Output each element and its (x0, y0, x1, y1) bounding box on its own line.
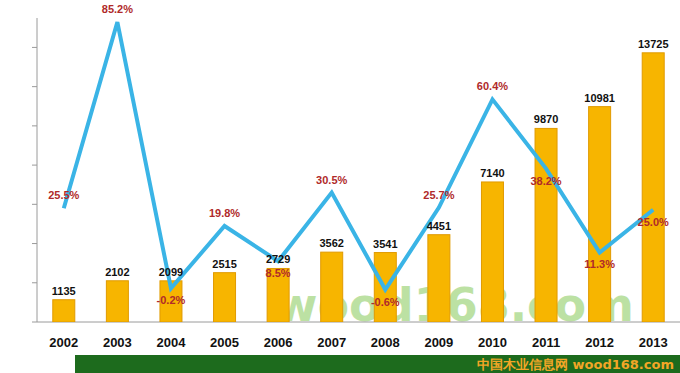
data-labels: 1135 2102 2099 2515 2729 3562 3541 4451 7140 9870… (48, 3, 669, 308)
growth-line (64, 22, 653, 290)
growth-label: -0.6% (371, 296, 400, 308)
x-tick-label: 2011 (532, 335, 560, 350)
growth-label: 60.4% (477, 80, 508, 92)
y-tick (32, 47, 37, 48)
bar-label: 4451 (427, 220, 451, 232)
x-tick-label: 2010 (478, 335, 507, 350)
y-axis-line (37, 18, 38, 322)
y-tick (32, 165, 37, 166)
footer-strip (75, 355, 680, 373)
chart-svg: wood168.com20022003200420052006200720082… (0, 0, 680, 373)
bar-label: 9870 (534, 113, 558, 125)
x-tick-label: 2003 (103, 335, 132, 350)
bar-label: 3562 (319, 237, 343, 249)
growth-label: -0.2% (157, 294, 186, 306)
growth-label: 25.7% (423, 189, 454, 201)
x-tick-label: 2008 (371, 335, 400, 350)
growth-label: 8.5% (266, 267, 291, 279)
bar (642, 53, 664, 322)
bar (321, 252, 343, 322)
growth-label: 85.2% (102, 3, 133, 15)
bar-label: 1135 (52, 285, 76, 297)
plot-marks (53, 22, 664, 322)
x-tick-label: 2004 (156, 335, 186, 350)
y-tick (32, 204, 37, 205)
y-tick (32, 86, 37, 87)
bar-label: 2515 (212, 258, 236, 270)
y-tick (32, 243, 37, 244)
growth-label: 38.2% (530, 175, 561, 187)
y-tick (32, 282, 37, 283)
x-tick-label: 2013 (639, 335, 668, 350)
bar-label: 3541 (373, 238, 397, 250)
x-tick-label: 2002 (49, 335, 78, 350)
x-tick-label: 2012 (585, 335, 614, 350)
growth-label: 25.0% (638, 216, 669, 228)
x-tick-label: 2007 (317, 335, 346, 350)
x-tick-label: 2009 (424, 335, 453, 350)
bar-label: 2099 (159, 266, 183, 278)
y-tick (32, 125, 37, 126)
bar-label: 10981 (584, 92, 615, 104)
bar (214, 273, 236, 322)
footer-text: 中国木业信息网 wood168.com (477, 357, 674, 372)
growth-label: 30.5% (316, 174, 347, 186)
bar (106, 281, 128, 322)
x-axis-line (37, 322, 680, 323)
growth-label: 19.8% (209, 207, 240, 219)
bar-label: 2102 (105, 266, 129, 278)
x-tick-label: 2005 (210, 335, 239, 350)
bar-label: 7140 (480, 167, 504, 179)
chart-root: wood168.com20022003200420052006200720082… (0, 0, 680, 373)
y-tick (32, 322, 37, 323)
x-tick-label: 2006 (264, 335, 293, 350)
bar (589, 107, 611, 322)
growth-label: 25.5% (48, 189, 79, 201)
bar (428, 235, 450, 322)
growth-label: 11.3% (584, 258, 615, 270)
bar (481, 182, 503, 322)
bar (53, 300, 75, 322)
bar-label: 2729 (266, 253, 290, 265)
bar-label: 13725 (638, 38, 669, 50)
